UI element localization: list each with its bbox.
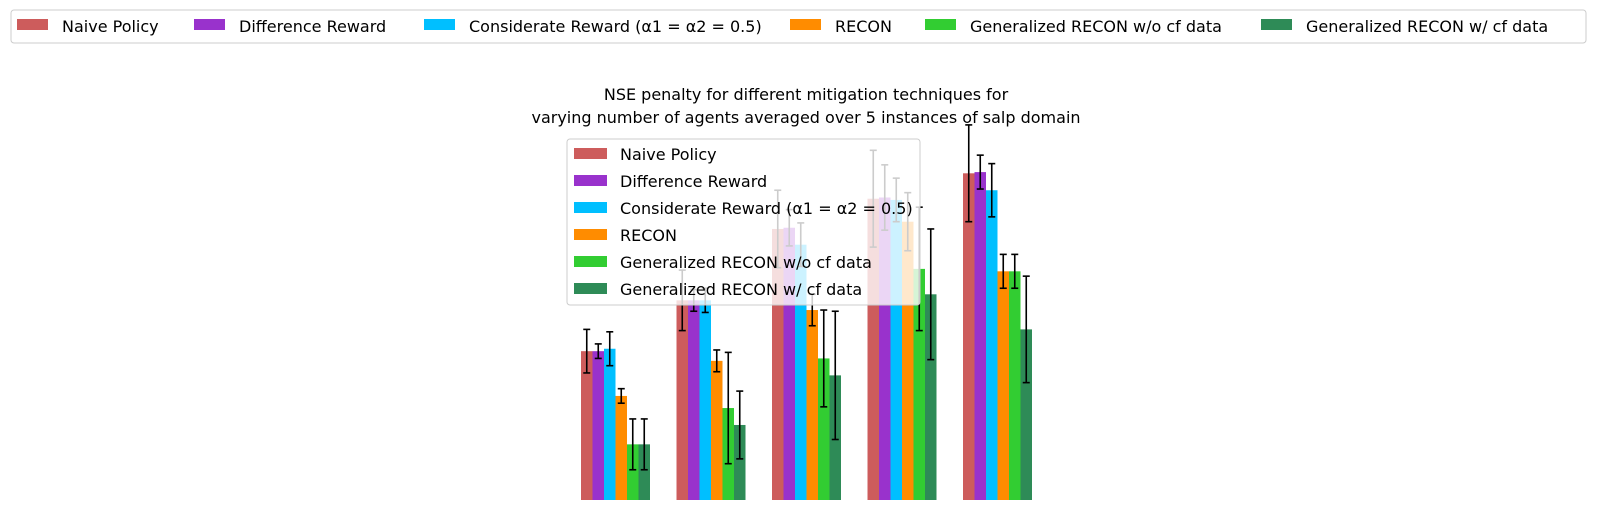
plot-area	[581, 124, 1032, 501]
bar-4-series-6	[925, 294, 937, 500]
error-bar-5-series-4	[999, 253, 1007, 290]
bar-5-series-6	[1020, 329, 1032, 500]
error-bar-2-series-6	[736, 390, 744, 460]
inner-legend-swatch-3	[574, 202, 607, 213]
bar-3-series-2	[783, 227, 795, 500]
inner-legend-label-1: Naive Policy	[620, 145, 717, 164]
error-bar-1-series-2	[594, 343, 602, 360]
error-bar-5-series-2	[976, 154, 984, 190]
error-bar-4-series-6	[927, 228, 935, 361]
top-legend-swatch-2	[194, 19, 225, 30]
bar-5-series-5	[1009, 271, 1021, 500]
bar-1-series-5	[627, 444, 639, 500]
bar-3-series-5	[818, 358, 830, 500]
bar-4-series-3	[890, 199, 902, 501]
bar-1-series-6	[638, 444, 650, 500]
top-legend-swatch-5	[925, 19, 956, 30]
inner-legend-frame	[566, 138, 921, 306]
error-bar-2-series-4	[713, 349, 721, 373]
inner-legend-swatch-6	[574, 283, 607, 294]
bar-1-series-4	[615, 395, 627, 500]
bar-4-series-5	[913, 268, 925, 500]
top-legend-swatch-3	[424, 19, 455, 30]
bar-5-series-4	[997, 271, 1009, 500]
top-legend: Naive Policy Difference Reward Considerate…	[10, 9, 1587, 44]
bar-5-series-3	[986, 190, 998, 501]
chart-title-line-1: NSE penalty for different mitigation tec…	[604, 85, 1009, 104]
top-legend-label-2: Difference Reward	[239, 17, 386, 36]
error-bar-1-series-5	[629, 418, 637, 471]
error-bar-1-series-4	[617, 387, 625, 405]
bar-2-series-1	[676, 300, 688, 500]
top-legend-label-6: Generalized RECON w/ cf data	[1306, 17, 1548, 36]
error-bar-1-series-1	[583, 328, 591, 374]
top-legend-label-5: Generalized RECON w/o cf data	[970, 17, 1222, 36]
bar-2-series-2	[688, 300, 700, 500]
top-legend-label-3: Considerate Reward (α1 = α2 = 0.5)	[469, 17, 762, 36]
inner-legend-swatch-1	[574, 148, 607, 159]
top-legend-swatch-1	[17, 19, 48, 30]
bar-5-series-1	[963, 173, 975, 501]
inner-legend: Naive Policy Difference Reward Considerate…	[566, 138, 921, 306]
bar-3-series-4	[806, 310, 818, 500]
bar-3-series-1	[772, 228, 784, 500]
top-legend-label-4: RECON	[835, 17, 892, 36]
bar-4-series-1	[867, 198, 879, 500]
error-bar-5-series-1	[965, 124, 973, 223]
bar-3-series-3	[795, 244, 807, 500]
bar-5-series-2	[974, 172, 986, 500]
bar-4-series-2	[879, 197, 891, 500]
bar-2-series-3	[699, 300, 711, 500]
bar-2-series-6	[734, 424, 746, 500]
error-bar-1-series-3	[606, 331, 614, 367]
top-legend-label-1: Naive Policy	[62, 17, 159, 36]
error-bar-1-series-6	[640, 418, 648, 471]
error-bar-5-series-5	[1011, 253, 1019, 290]
bar-1-series-1	[581, 351, 593, 500]
inner-legend-label-3: Considerate Reward (α1 = α2 = 0.5)	[620, 199, 913, 218]
inner-legend-swatch-5	[574, 256, 607, 267]
inner-legend-label-4: RECON	[620, 226, 677, 245]
error-bar-5-series-3	[988, 162, 996, 218]
inner-legend-label-5: Generalized RECON w/o cf data	[620, 253, 872, 272]
inner-legend-swatch-2	[574, 175, 607, 186]
chart-title-line-2: varying number of agents averaged over 5…	[531, 108, 1080, 127]
inner-legend-label-2: Difference Reward	[620, 172, 767, 191]
inner-legend-label-6: Generalized RECON w/ cf data	[620, 280, 862, 299]
bar-4-series-4	[902, 221, 914, 500]
error-bar-2-series-5	[724, 351, 732, 465]
bar-1-series-3	[604, 348, 616, 500]
bar-1-series-2	[592, 351, 604, 500]
top-legend-swatch-6	[1261, 19, 1292, 30]
inner-legend-swatch-4	[574, 229, 607, 240]
bar-2-series-4	[711, 360, 723, 500]
error-bar-5-series-6	[1022, 275, 1030, 384]
error-bar-3-series-6	[831, 310, 839, 441]
top-legend-swatch-4	[790, 19, 821, 30]
error-bar-3-series-5	[820, 309, 828, 408]
